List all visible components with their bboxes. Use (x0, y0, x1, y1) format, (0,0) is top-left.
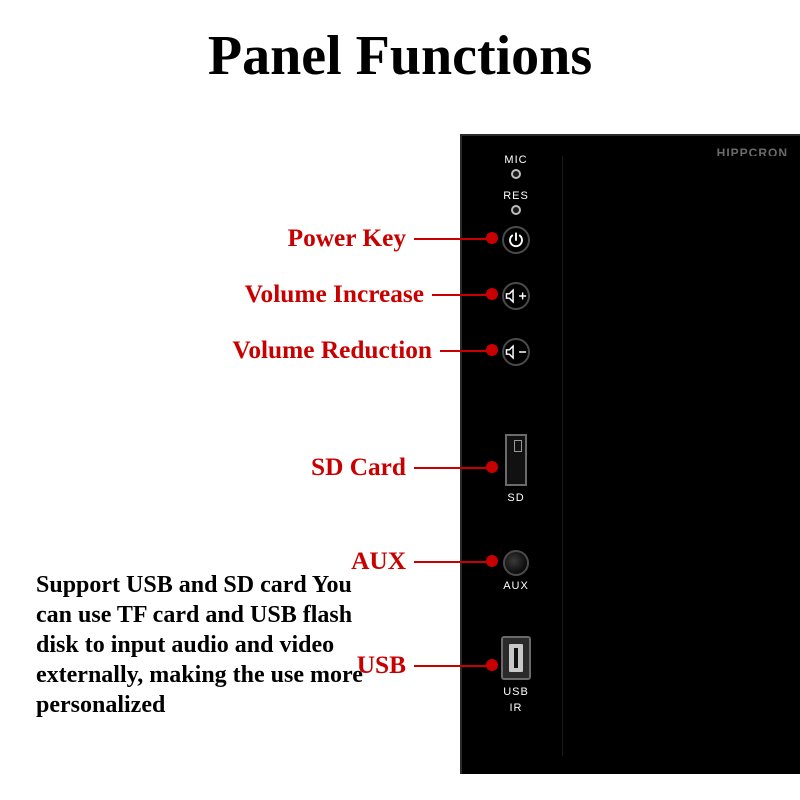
device-panel: HIPPCRON MIC RES (460, 134, 800, 774)
leader-dot-volup (486, 288, 498, 300)
callout-label-sd: SD Card (311, 453, 406, 482)
aux-label: AUX (486, 580, 546, 592)
leader-dot-aux (486, 555, 498, 567)
page-title: Panel Functions (0, 24, 800, 88)
leader-line-aux (414, 561, 492, 563)
callout-label-power: Power Key (288, 224, 406, 253)
sd-label: SD (486, 492, 546, 504)
speaker-minus-icon (505, 344, 527, 360)
leader-line-power (414, 238, 492, 240)
power-icon (507, 231, 525, 249)
leader-line-sd (414, 467, 492, 469)
callout-label-volup: Volume Increase (245, 280, 424, 309)
sd-slot[interactable] (486, 434, 546, 486)
usb-port-icon (501, 636, 531, 680)
callout-label-usb: USB (357, 651, 406, 680)
aux-jack-icon (503, 550, 529, 576)
mic-hole-icon (511, 169, 521, 179)
speaker-plus-icon (505, 288, 527, 304)
ir-label: IR (486, 702, 546, 714)
description-text: Support USB and SD card You can use TF c… (36, 570, 366, 720)
callout-label-voldn: Volume Reduction (232, 336, 432, 365)
usb-port[interactable] (486, 636, 546, 680)
sd-slot-icon (505, 434, 527, 486)
leader-dot-usb (486, 659, 498, 671)
leader-dot-power (486, 232, 498, 244)
callout-label-aux: AUX (351, 547, 406, 576)
res-group: RES (486, 190, 546, 223)
screen-area (562, 156, 800, 756)
mic-group: MIC (486, 154, 546, 187)
leader-line-volup (432, 294, 492, 296)
leader-line-usb (414, 665, 492, 667)
res-label: RES (486, 190, 546, 202)
mic-label: MIC (486, 154, 546, 166)
res-hole-icon (511, 205, 521, 215)
leader-dot-sd (486, 461, 498, 473)
leader-line-voldn (440, 350, 492, 352)
usb-label: USB (486, 686, 546, 698)
leader-dot-voldn (486, 344, 498, 356)
